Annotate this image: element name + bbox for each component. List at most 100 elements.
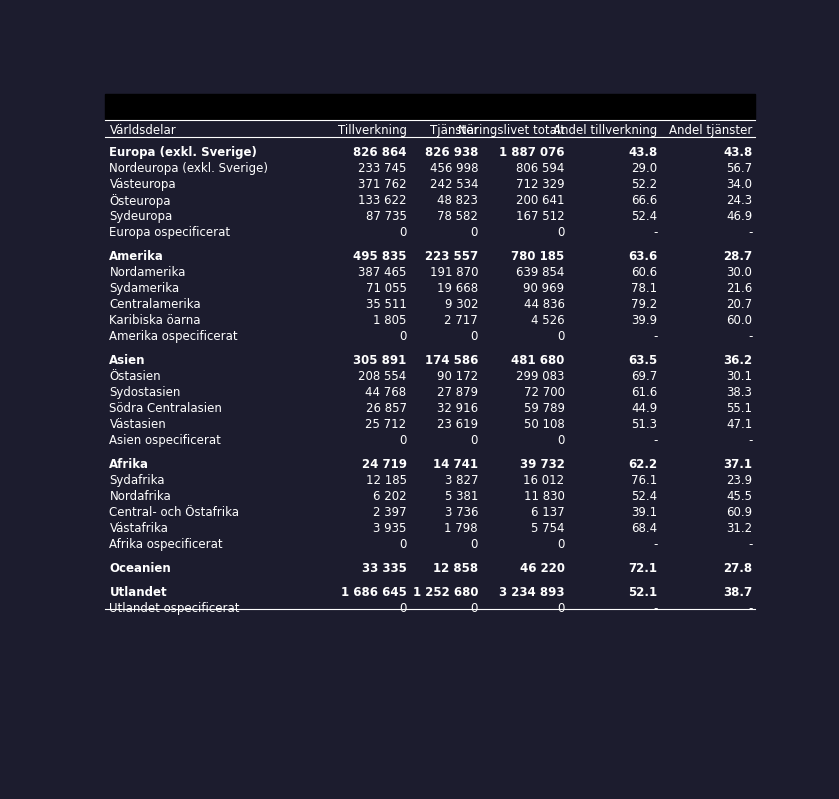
- Text: 34.0: 34.0: [727, 178, 753, 191]
- Text: 68.4: 68.4: [632, 523, 658, 535]
- Text: 16 012: 16 012: [524, 475, 565, 487]
- Text: 47.1: 47.1: [727, 418, 753, 431]
- Text: Tjänster: Tjänster: [430, 124, 478, 137]
- Text: Europa ospecificerat: Europa ospecificerat: [109, 226, 231, 240]
- Text: 52.4: 52.4: [632, 491, 658, 503]
- Text: 3 234 893: 3 234 893: [499, 586, 565, 599]
- Text: 36.2: 36.2: [723, 354, 753, 368]
- Text: 0: 0: [471, 539, 478, 551]
- Text: 12 185: 12 185: [366, 475, 407, 487]
- Text: 223 557: 223 557: [425, 250, 478, 264]
- Text: 0: 0: [557, 226, 565, 240]
- Text: 456 998: 456 998: [430, 162, 478, 175]
- Text: 27 879: 27 879: [437, 386, 478, 400]
- Text: Tillverkning: Tillverkning: [337, 124, 407, 137]
- Text: 712 329: 712 329: [516, 178, 565, 191]
- Text: 72 700: 72 700: [524, 386, 565, 400]
- Text: 387 465: 387 465: [358, 266, 407, 280]
- Text: Östasien: Östasien: [109, 370, 161, 384]
- Text: 46.9: 46.9: [727, 210, 753, 223]
- Text: Centralamerika: Centralamerika: [109, 298, 201, 312]
- Text: 0: 0: [557, 539, 565, 551]
- Text: Nordeuropa (exkl. Sverige): Nordeuropa (exkl. Sverige): [109, 162, 268, 175]
- Text: Andel tillverkning: Andel tillverkning: [553, 124, 658, 137]
- Text: 3 827: 3 827: [445, 475, 478, 487]
- Text: 0: 0: [557, 602, 565, 615]
- Text: 0: 0: [557, 330, 565, 344]
- Text: Afrika ospecificerat: Afrika ospecificerat: [109, 539, 223, 551]
- Text: 1 887 076: 1 887 076: [499, 146, 565, 159]
- Text: Nordafrika: Nordafrika: [109, 491, 171, 503]
- Text: 0: 0: [399, 226, 407, 240]
- Text: -: -: [654, 330, 658, 344]
- Text: 14 741: 14 741: [433, 459, 478, 471]
- Text: Utlandet: Utlandet: [109, 586, 167, 599]
- Text: 44 768: 44 768: [366, 386, 407, 400]
- Text: 35 511: 35 511: [366, 298, 407, 312]
- Text: 1 686 645: 1 686 645: [341, 586, 407, 599]
- Text: 0: 0: [557, 435, 565, 447]
- Text: 0: 0: [399, 330, 407, 344]
- Text: 69.7: 69.7: [631, 370, 658, 384]
- Text: 200 641: 200 641: [516, 194, 565, 207]
- Text: 133 622: 133 622: [358, 194, 407, 207]
- Text: Sydeuropa: Sydeuropa: [109, 210, 173, 223]
- Text: Andel tjänster: Andel tjänster: [670, 124, 753, 137]
- Text: 62.2: 62.2: [628, 459, 658, 471]
- Text: 63.5: 63.5: [628, 354, 658, 368]
- Text: Asien ospecificerat: Asien ospecificerat: [109, 435, 221, 447]
- Text: 0: 0: [399, 539, 407, 551]
- Text: 38.3: 38.3: [727, 386, 753, 400]
- Text: 167 512: 167 512: [516, 210, 565, 223]
- Text: Västasien: Västasien: [109, 418, 166, 431]
- Text: 63.6: 63.6: [628, 250, 658, 264]
- Text: 20.7: 20.7: [727, 298, 753, 312]
- Text: 0: 0: [399, 435, 407, 447]
- Text: 61.6: 61.6: [631, 386, 658, 400]
- Text: 39.9: 39.9: [632, 314, 658, 328]
- Text: 59 789: 59 789: [524, 402, 565, 415]
- Text: Amerika: Amerika: [109, 250, 164, 264]
- Text: 3 736: 3 736: [445, 507, 478, 519]
- Text: 51.3: 51.3: [632, 418, 658, 431]
- Text: -: -: [654, 602, 658, 615]
- Text: 90 172: 90 172: [437, 370, 478, 384]
- Text: 60.6: 60.6: [632, 266, 658, 280]
- Text: 60.0: 60.0: [727, 314, 753, 328]
- Text: 45.5: 45.5: [727, 491, 753, 503]
- Text: 26 857: 26 857: [366, 402, 407, 415]
- Text: -: -: [654, 539, 658, 551]
- Text: 55.1: 55.1: [727, 402, 753, 415]
- Text: 0: 0: [399, 602, 407, 615]
- Text: 71 055: 71 055: [366, 282, 407, 296]
- Text: 4 526: 4 526: [531, 314, 565, 328]
- Text: 33 335: 33 335: [362, 562, 407, 575]
- Text: 44.9: 44.9: [631, 402, 658, 415]
- Text: 299 083: 299 083: [516, 370, 565, 384]
- Text: -: -: [654, 435, 658, 447]
- Text: 30.1: 30.1: [727, 370, 753, 384]
- Text: Europa (exkl. Sverige): Europa (exkl. Sverige): [109, 146, 258, 159]
- Text: 0: 0: [471, 330, 478, 344]
- Text: Västeuropa: Västeuropa: [109, 178, 176, 191]
- Text: 46 220: 46 220: [519, 562, 565, 575]
- Text: 481 680: 481 680: [511, 354, 565, 368]
- Text: Västafrika: Västafrika: [109, 523, 169, 535]
- Text: 174 586: 174 586: [425, 354, 478, 368]
- Text: 371 762: 371 762: [358, 178, 407, 191]
- Text: 52.2: 52.2: [632, 178, 658, 191]
- Text: -: -: [748, 539, 753, 551]
- Text: 6 202: 6 202: [373, 491, 407, 503]
- Text: 52.4: 52.4: [632, 210, 658, 223]
- Text: 2 397: 2 397: [373, 507, 407, 519]
- Text: 39.1: 39.1: [632, 507, 658, 519]
- Text: 1 252 680: 1 252 680: [413, 586, 478, 599]
- Text: 1 798: 1 798: [445, 523, 478, 535]
- Text: 21.6: 21.6: [727, 282, 753, 296]
- Text: 780 185: 780 185: [511, 250, 565, 264]
- Text: 32 916: 32 916: [437, 402, 478, 415]
- Text: 43.8: 43.8: [628, 146, 658, 159]
- Text: 5 381: 5 381: [445, 491, 478, 503]
- Text: Världsdelar: Världsdelar: [109, 124, 176, 137]
- Text: Asien: Asien: [109, 354, 146, 368]
